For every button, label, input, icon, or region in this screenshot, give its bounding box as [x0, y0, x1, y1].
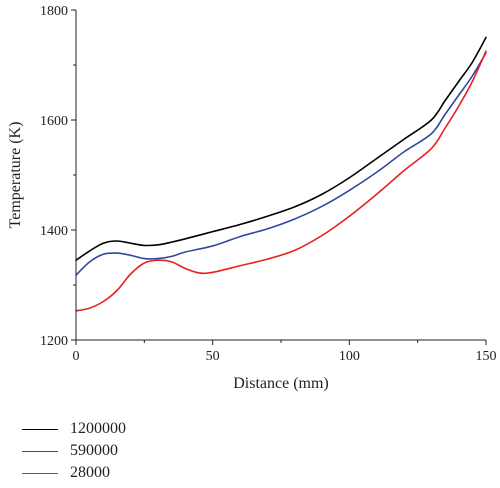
legend-label: 1200000: [70, 420, 126, 437]
legend-item: 28000: [22, 462, 126, 484]
x-tick-label: 100: [339, 349, 360, 364]
legend-swatch: [22, 428, 58, 430]
legend-swatch: [22, 472, 58, 474]
y-tick-label: 1400: [40, 224, 68, 239]
legend-swatch: [22, 450, 58, 452]
legend-item: 590000: [22, 440, 126, 462]
legend-item: 1200000: [22, 418, 126, 440]
series-line-590000: [75, 52, 487, 276]
legend-label: 28000: [70, 464, 110, 481]
legend: 1200000 590000 28000: [22, 418, 126, 484]
y-tick-label: 1600: [40, 114, 68, 129]
x-axis-title: Distance (mm): [233, 375, 329, 392]
y-axis-title: Temperature (K): [7, 122, 24, 229]
y-tick-label: 1200: [40, 334, 68, 349]
series-line-1200000: [75, 36, 487, 262]
axes: [75, 10, 486, 341]
x-tick-label: 0: [73, 349, 80, 364]
y-tick-label: 1800: [40, 4, 68, 19]
series-line-28000: [75, 50, 487, 312]
ticks: 0 50 100 150 1200 1400 1600 1800: [40, 4, 497, 364]
x-tick-label: 150: [476, 349, 497, 364]
x-tick-label: 50: [206, 349, 220, 364]
legend-label: 590000: [70, 442, 118, 459]
plot-lines: [75, 36, 487, 312]
